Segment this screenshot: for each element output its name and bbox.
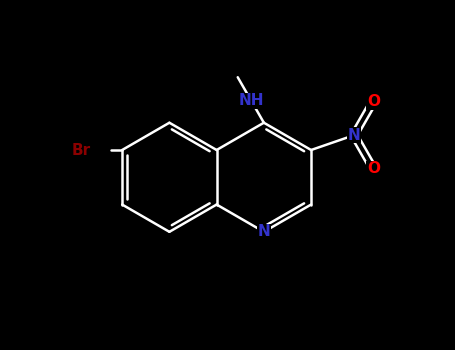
Text: Br: Br xyxy=(72,142,91,158)
Text: N: N xyxy=(348,128,360,143)
Text: O: O xyxy=(367,161,380,176)
Text: NH: NH xyxy=(238,93,264,108)
Text: O: O xyxy=(367,94,380,109)
Text: N: N xyxy=(258,224,270,239)
